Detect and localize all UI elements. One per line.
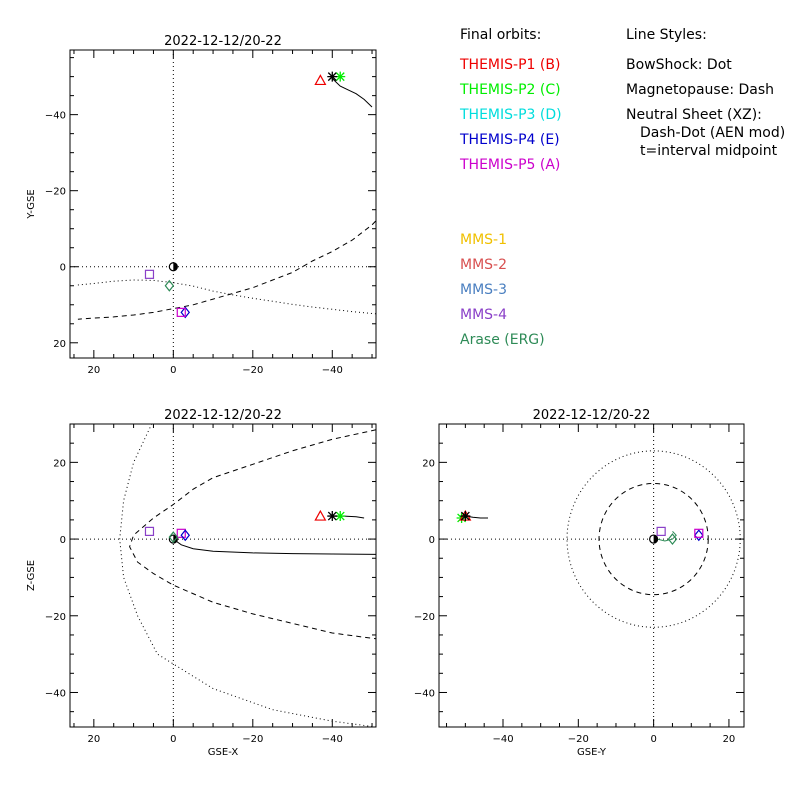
themis-p5-marker (176, 528, 186, 538)
x-tick-label: 0 (170, 734, 176, 745)
line-style-magnetopause: Magnetopause: Dash (626, 82, 775, 98)
arase-orbit-line (657, 531, 677, 542)
y-axis-label: Z-GSE (26, 560, 37, 591)
arase-marker (168, 531, 179, 544)
x-tick-label: 20 (87, 365, 100, 376)
y-tick-label: −40 (45, 111, 66, 122)
y-tick-label: −20 (45, 187, 66, 198)
bowshock-line (119, 424, 376, 727)
themis-p4-marker (180, 306, 191, 319)
axes-box (69, 49, 377, 359)
chart-title: 2022-12-12/20-22 (164, 34, 282, 49)
x-tick-label: −40 (492, 734, 513, 745)
legend-themis-p4: THEMIS-P4 (E) (460, 132, 560, 148)
magnetopause-line (77, 219, 376, 320)
x-tick-label: −40 (322, 734, 343, 745)
y-tick-label: 20 (422, 458, 435, 469)
themis-marker (327, 511, 338, 522)
x-axis-label: GSE-Y (577, 747, 607, 758)
legend-themis-p3: THEMIS-P3 (D) (460, 107, 562, 123)
themis-p1-marker (314, 509, 327, 521)
legend-arase: Arase (ERG) (460, 332, 545, 348)
y-tick-label: −40 (45, 688, 66, 699)
bowshock-line (77, 279, 376, 315)
neutral-sheet-line (173, 538, 376, 555)
mms-marker (144, 526, 155, 536)
y-tick-label: −40 (414, 688, 435, 699)
y-tick-label: 0 (60, 263, 66, 274)
line-style-neutral-sheet-detail: Dash-Dot (AEN mod) (640, 125, 786, 141)
y-tick-label: −20 (414, 612, 435, 623)
plot-area (77, 71, 376, 320)
y-tick-label: 0 (60, 535, 66, 546)
y-tick-label: −20 (45, 612, 66, 623)
magnetopause-line (129, 429, 376, 640)
legend-mms-2: MMS-2 (460, 257, 508, 273)
legend-mms-4: MMS-4 (460, 307, 508, 323)
legend-themis-p5: THEMIS-P5 (A) (460, 157, 561, 173)
axes-box (438, 423, 745, 728)
themis-p5-marker (694, 528, 704, 538)
mms-marker (144, 269, 155, 279)
legend-themis-p2: THEMIS-P2 (C) (460, 82, 561, 98)
themis-p4-marker (180, 529, 191, 542)
themis-p4-marker (694, 529, 704, 542)
themis-marker (327, 71, 338, 82)
x-tick-label: −40 (322, 365, 343, 376)
earth-dayside (173, 262, 178, 271)
y-tick-label: 0 (429, 535, 435, 546)
arase-marker (667, 533, 678, 546)
themis-p5-marker (176, 307, 186, 317)
themis-p2-marker (335, 71, 346, 82)
x-tick-label: −20 (242, 734, 263, 745)
line-styles-title: Line Styles: (626, 27, 707, 43)
y-axis-label: Y-GSE (26, 189, 37, 219)
plot-area (119, 424, 376, 727)
line-style-midpoint: t=interval midpoint (640, 143, 778, 159)
legend-mms-3: MMS-3 (460, 282, 508, 298)
x-tick-label: 0 (170, 365, 176, 376)
x-tick-label: −20 (568, 734, 589, 745)
panel-xz: 2022-12-12/20-22 GSE-X Z-GSE 20 0 −20 −40 −40 −2… (26, 408, 377, 758)
y-tick-label: 20 (53, 458, 66, 469)
panel-yz: 2022-12-12/20-22 GSE-Y −40 −20 0 20 −40 −20 0 20 (414, 408, 745, 758)
chart-title: 2022-12-12/20-22 (164, 408, 282, 423)
panel-xy: 2022-12-12/20-22 Y-GSE 20 0 −20 −40 −40 −20 0 20 (26, 34, 377, 376)
x-tick-label: 20 (87, 734, 100, 745)
legend-mms-1: MMS-1 (460, 232, 508, 248)
themis-p1-marker (314, 74, 327, 86)
legend-themis-p1: THEMIS-P1 (B) (460, 57, 561, 73)
line-style-bowshock: BowShock: Dot (626, 57, 732, 73)
themis-p2-marker (335, 511, 346, 522)
y-tick-label: 20 (53, 339, 66, 350)
axes-box (69, 423, 377, 728)
mms-marker (656, 526, 666, 536)
x-tick-label: 0 (650, 734, 656, 745)
themis-marker (460, 511, 471, 522)
chart-title: 2022-12-12/20-22 (533, 408, 651, 423)
x-axis-label: GSE-X (208, 747, 239, 758)
legend-title: Final orbits: (460, 27, 542, 43)
themis-orbit-line (331, 78, 373, 108)
magnetopause-circle (598, 482, 709, 596)
line-style-neutral-sheet: Neutral Sheet (XZ): (626, 107, 762, 123)
x-tick-label: 20 (723, 734, 736, 745)
arase-marker (164, 279, 175, 292)
earth-dayside (653, 535, 658, 544)
x-tick-label: −20 (242, 365, 263, 376)
